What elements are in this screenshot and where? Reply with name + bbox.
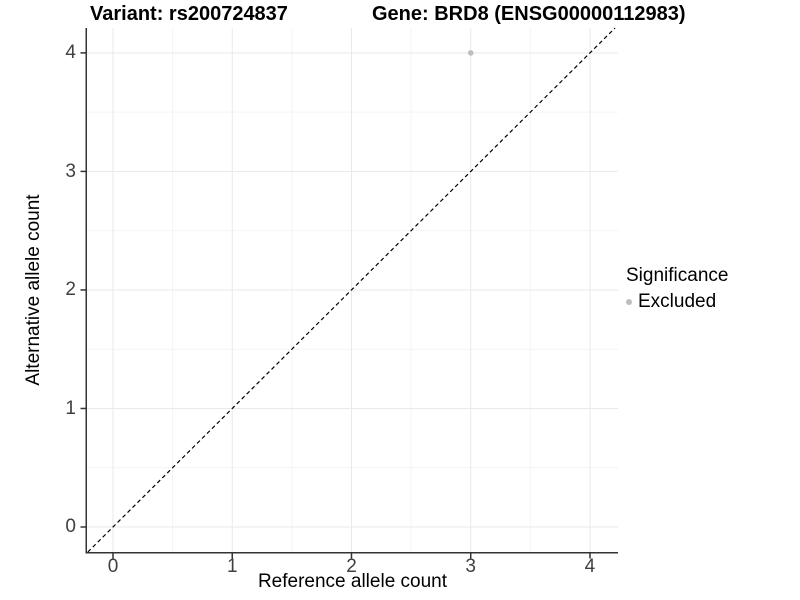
y-tick-label: 0 xyxy=(65,516,76,538)
y-tick-label: 4 xyxy=(65,42,76,64)
legend-title: Significance xyxy=(626,265,729,286)
x-axis-title: Reference allele count xyxy=(257,571,448,592)
y-tick-label: 3 xyxy=(65,160,76,182)
x-tick-label: 4 xyxy=(584,556,596,577)
excluded-point-marker-icon xyxy=(626,298,632,305)
y-tick-label: 2 xyxy=(65,279,76,301)
x-tick-label: 0 xyxy=(107,556,119,577)
x-tick-label: 3 xyxy=(465,556,476,577)
data-point xyxy=(467,50,474,56)
identity-line xyxy=(87,27,616,553)
x-tick-label: 2 xyxy=(346,556,357,577)
y-tick-label: 1 xyxy=(65,397,76,419)
legend: Significance Excluded xyxy=(626,264,728,313)
x-tick-label: 1 xyxy=(226,556,238,577)
legend-item-excluded: Excluded xyxy=(626,290,728,313)
y-axis-title: Alternative allele count xyxy=(23,194,44,386)
plot-title-variant: Variant: rs200724837 xyxy=(90,3,288,25)
legend-item-label: Excluded xyxy=(638,291,717,312)
plot-title-gene: Gene: BRD8 (ENSG00000112983) xyxy=(372,3,686,25)
